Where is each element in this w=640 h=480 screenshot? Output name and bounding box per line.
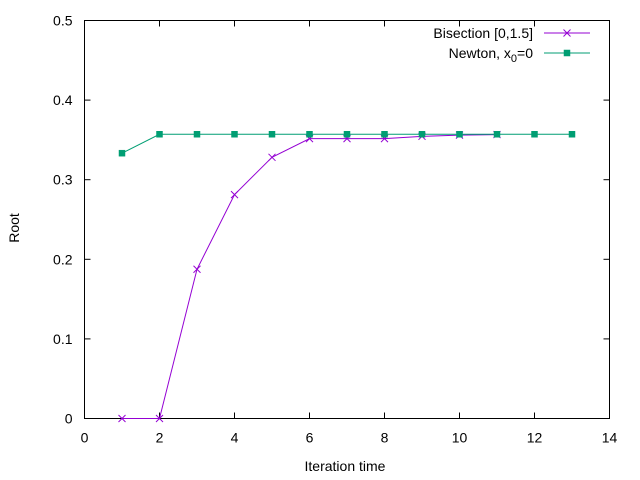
data-point [418, 130, 426, 138]
data-point [568, 130, 576, 138]
y-axis-ticks: 0 0.1 0.2 0.3 0.4 0.5 [53, 13, 610, 427]
legend-marker-point [563, 49, 571, 57]
x-tick-label: 10 [452, 430, 468, 446]
y-tick-label: 0.4 [53, 92, 73, 108]
legend-label-bisection: Bisection [0,1.5] [433, 25, 533, 41]
data-point [155, 414, 164, 423]
x-tick-label: 4 [231, 430, 239, 446]
y-tick-label: 0.1 [53, 331, 73, 347]
data-point [156, 130, 163, 138]
y-tick-label: 0 [65, 411, 73, 427]
x-tick-label: 14 [602, 430, 618, 446]
x-tick-label: 8 [381, 430, 389, 446]
data-point [118, 149, 126, 157]
x-axis-title: Iteration time [305, 458, 386, 474]
data-point [306, 130, 313, 138]
x-tick-label: 12 [527, 430, 543, 446]
x-tick-label: 0 [81, 430, 89, 446]
data-point [230, 190, 239, 199]
legend-label-newton: Newton, x0=0 [449, 45, 534, 65]
series-line [122, 134, 498, 419]
legend-marker-newton [563, 49, 571, 57]
legend-label-newton-subscript: 0 [511, 53, 517, 65]
x-tick-label: 2 [156, 430, 164, 446]
data-point [268, 153, 276, 162]
series-0 [118, 130, 501, 423]
data-point [531, 130, 538, 138]
y-tick-label: 0.3 [53, 172, 73, 188]
data-point [193, 265, 201, 274]
data-point [493, 130, 501, 138]
data-point [193, 130, 201, 138]
legend: Bisection [0,1.5] Newton, x0=0 [433, 25, 590, 65]
data-point [456, 130, 463, 138]
series-layer [118, 130, 576, 423]
y-tick-label: 0.5 [53, 13, 73, 29]
y-tick-label: 0.2 [53, 251, 73, 267]
x-tick-label: 6 [306, 430, 314, 446]
series-1 [118, 130, 576, 157]
data-point [118, 414, 126, 423]
legend-marker-bisection [563, 29, 571, 37]
x-axis-ticks: 0 2 4 6 8 10 12 14 [81, 20, 618, 446]
legend-marker-point [563, 29, 571, 37]
y-axis-title: Root [6, 213, 22, 243]
legend-label-newton-suffix: =0 [517, 45, 533, 61]
data-point [343, 130, 351, 138]
data-point [381, 130, 388, 138]
plot-frame [84, 20, 610, 419]
legend-label-newton-main: Newton, x [449, 45, 511, 61]
data-point [231, 130, 238, 138]
data-point [268, 130, 276, 138]
